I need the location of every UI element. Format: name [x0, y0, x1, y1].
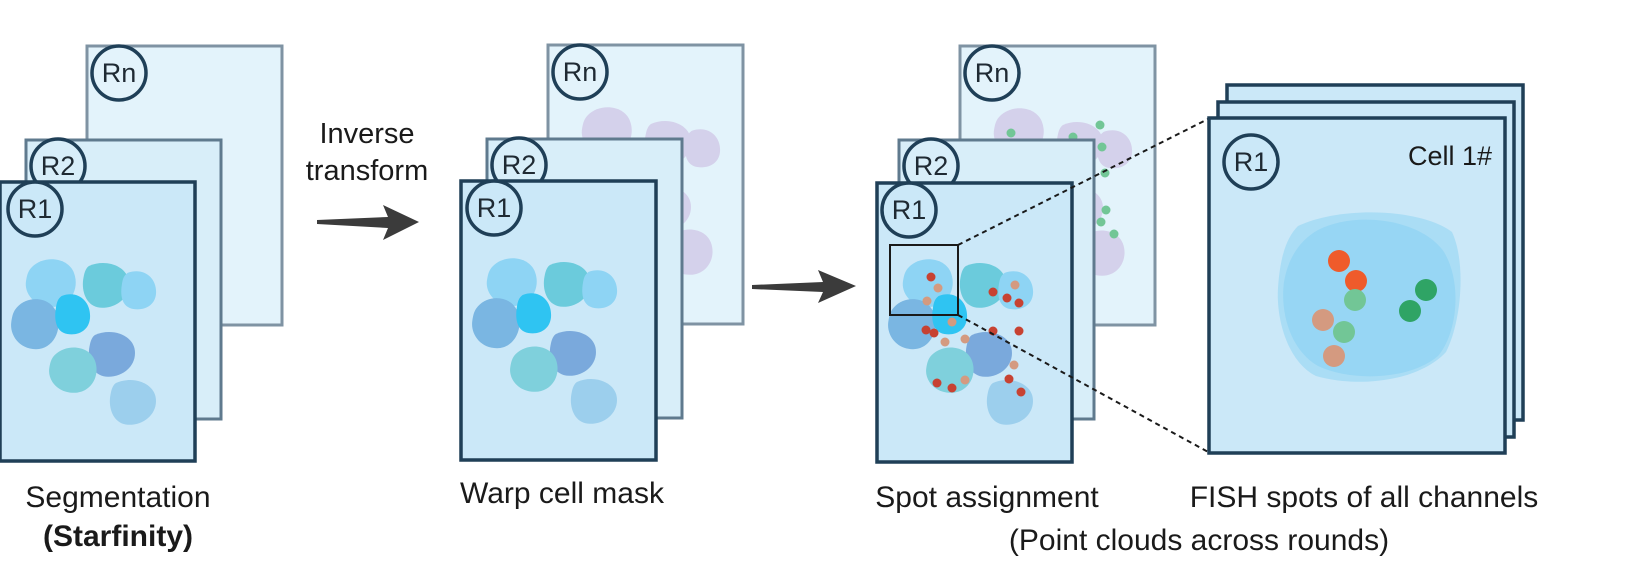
cell-outline-front: [1283, 219, 1456, 377]
footer-caption: (Point clouds across rounds): [1009, 524, 1389, 557]
round-badge-rn: [551, 43, 609, 101]
step3-caption: Spot assignment: [875, 481, 1099, 514]
fish-spot: [940, 337, 950, 347]
fish-spot: [932, 378, 942, 388]
cell-label: Cell 1#: [1408, 141, 1492, 171]
step1-caption: Segmentation: [25, 481, 210, 514]
fish-spot: [1328, 250, 1350, 272]
round-label-r1: R1: [477, 193, 512, 223]
zoom-stack: R1 Cell 1# FISH spots of all channels: [1190, 83, 1539, 514]
green-spot-group: [1006, 120, 1119, 239]
fish-spot: [922, 296, 932, 306]
round-label-r2: R2: [914, 151, 949, 181]
cell-mask: [888, 299, 936, 350]
fish-spot: [1323, 345, 1345, 367]
transform-label-line1: Inverse: [319, 118, 414, 150]
round-label-r2: R2: [41, 151, 76, 181]
round-badge-r1: [6, 180, 64, 238]
fish-spot: [929, 328, 939, 338]
fish-spot: [1002, 293, 1012, 303]
round-label-r1: R1: [892, 195, 927, 225]
fish-spot: [1101, 205, 1111, 215]
fish-spot: [988, 287, 998, 297]
arrow-icon: [752, 270, 856, 303]
fish-spot: [1109, 229, 1119, 239]
round-label-r1: R1: [18, 194, 53, 224]
fish-spot: [1006, 128, 1016, 138]
fish-spot: [926, 272, 936, 282]
fish-spot: [947, 317, 957, 327]
fish-spot: [1014, 298, 1024, 308]
fish-spot: [1096, 217, 1106, 227]
round-badge-rn: [963, 44, 1021, 102]
zoom-line: [957, 314, 1211, 454]
round-badge-r1: [465, 179, 523, 237]
round-label-rn: Rn: [975, 58, 1010, 88]
fish-spot: [1010, 280, 1020, 290]
cell-mask: [472, 298, 520, 349]
round-badge-r1: [1222, 133, 1280, 191]
transform-label-line2: transform: [306, 155, 428, 187]
fish-spot: [947, 383, 957, 393]
arrow-icon: [317, 205, 419, 240]
fish-spot: [960, 334, 970, 344]
fish-spot: [1312, 309, 1334, 331]
fish-spot: [1333, 321, 1355, 343]
zoom-box: [889, 244, 959, 316]
fish-spot: [1095, 120, 1105, 130]
cell-mask: [510, 346, 558, 392]
round-label-rn: Rn: [563, 57, 598, 87]
fish-spot: [960, 375, 970, 385]
inverse-transform-arrow: Inverse transform: [306, 118, 428, 240]
fish-spot: [1399, 300, 1421, 322]
fish-spot: [921, 325, 931, 335]
fish-spot: [933, 283, 943, 293]
cell-mask: [11, 299, 59, 350]
step1-method: (Starfinity): [43, 520, 193, 553]
fish-spot: [1009, 360, 1019, 370]
round-badge-r1: [880, 181, 938, 239]
step2-caption: Warp cell mask: [460, 477, 665, 510]
fish-spot: [1014, 326, 1024, 336]
step3-stack: Rn R2 R1: [875, 44, 1157, 514]
fish-spot: [1004, 374, 1014, 384]
round-badge-rn: [90, 44, 148, 102]
round-label-r1: R1: [1234, 147, 1269, 177]
step2-stack: Rn R2 R1 Warp cell mask: [459, 43, 745, 510]
step1-stack: Rn R2 R1 Segmentation (Starfinity): [0, 44, 284, 553]
fish-spot: [1344, 289, 1366, 311]
round-label-rn: Rn: [102, 58, 137, 88]
cell-mask: [49, 347, 97, 393]
zoom-caption: FISH spots of all channels: [1190, 481, 1539, 514]
round-label-r2: R2: [502, 150, 537, 180]
fish-spot: [1097, 142, 1107, 152]
fish-spot: [1016, 387, 1026, 397]
red-spot-group: [921, 272, 1026, 397]
zoom-line: [957, 117, 1211, 246]
fish-spot: [1415, 279, 1437, 301]
fish-spot: [1345, 270, 1367, 292]
